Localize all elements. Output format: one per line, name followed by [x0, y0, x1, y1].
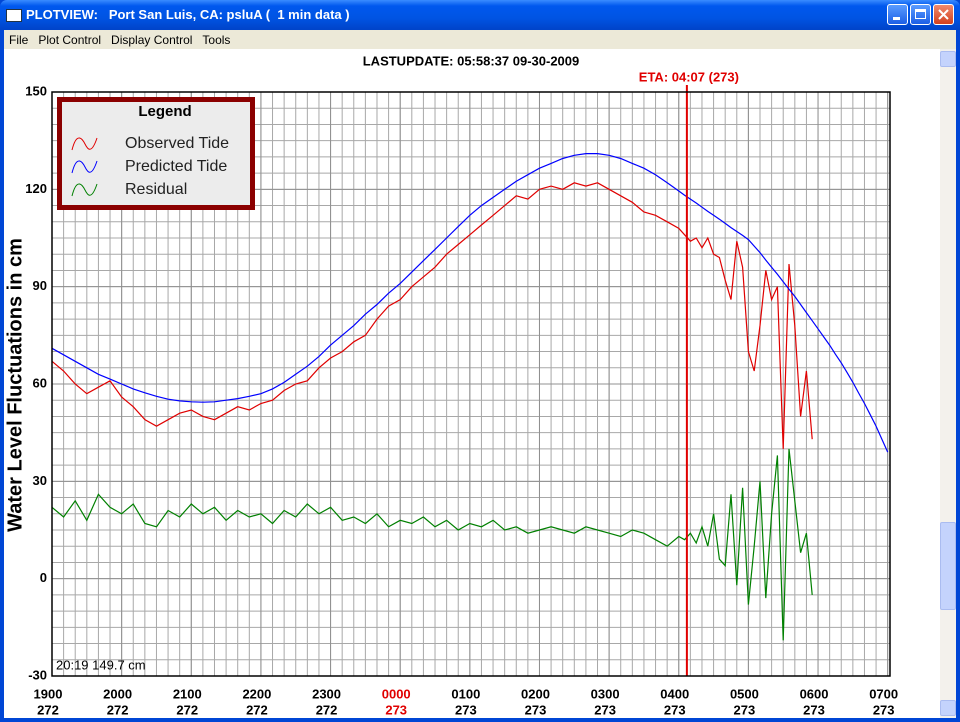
x-tick-day: 272 [176, 702, 198, 717]
maximize-button[interactable] [910, 4, 931, 25]
x-tick-label: 0600 [800, 686, 829, 701]
x-tick-day: 272 [316, 702, 338, 717]
close-button[interactable] [933, 4, 954, 25]
y-tick-label: 30 [33, 473, 47, 488]
close-glyph [938, 9, 949, 20]
scroll-thumb[interactable] [940, 522, 956, 610]
legend-swatch [71, 183, 98, 197]
legend-body [62, 102, 250, 205]
x-tick-day: 272 [246, 702, 268, 717]
legend-title: Legend [138, 103, 191, 120]
x-tick-day: 272 [37, 702, 59, 717]
y-tick-label: 150 [25, 83, 47, 98]
x-tick-label: 0400 [660, 686, 689, 701]
scroll-down[interactable] [940, 700, 956, 716]
x-tick-day: 273 [385, 702, 407, 717]
menu-item[interactable]: Tools [202, 32, 231, 47]
legend-label: Predicted Tide [125, 158, 227, 175]
y-tick-label: 0 [40, 570, 47, 585]
x-tick-day: 273 [803, 702, 825, 717]
x-tick-label: 2200 [242, 686, 271, 701]
series-line [51, 153, 889, 453]
x-tick-label: 2300 [312, 686, 341, 701]
legend: Legend Observed Tide Predicted Tide Residua… [57, 97, 255, 210]
x-tick-day: 272 [107, 702, 129, 717]
menu-bar: File Plot Control Display Control Tools [4, 30, 956, 49]
y-tick-label: 120 [25, 181, 47, 196]
minimize-button[interactable] [887, 4, 908, 25]
x-tick-label: 1900 [34, 686, 63, 701]
menu-item[interactable]: File [9, 32, 29, 47]
menu-item[interactable]: Plot Control [38, 32, 102, 47]
x-tick-day: 273 [873, 702, 895, 717]
legend-label: Residual [125, 181, 187, 198]
menu-item[interactable]: Display Control [111, 32, 193, 47]
legend-label: Observed Tide [125, 135, 229, 152]
plot-frame [51, 91, 891, 677]
eta-label: ETA: 04:07 (273) [639, 69, 739, 84]
x-tick-label: 2100 [173, 686, 202, 701]
x-tick-label: 0300 [591, 686, 620, 701]
legend-swatch [71, 160, 98, 174]
series-line [51, 182, 813, 449]
marks [51, 85, 889, 676]
y-tick-label: 90 [33, 278, 47, 293]
scroll-up[interactable] [940, 51, 956, 67]
series-line [51, 448, 813, 641]
chart-title: LASTUPDATE: 05:58:37 09-30-2009 [363, 53, 580, 68]
y-tick-label: -30 [28, 667, 47, 682]
cursor-readout: 20:19 149.7 cm [56, 657, 146, 672]
x-tick-label: 2000 [103, 686, 132, 701]
x-tick-label: 0700 [869, 686, 898, 701]
title-bar: PLOTVIEW: Port San Luis, CA: psluA ( 1 m… [0, 0, 960, 30]
legend-swatch [71, 137, 98, 151]
window-title: PLOTVIEW: Port San Luis, CA: psluA ( 1 m… [26, 7, 350, 22]
app-icon [6, 9, 22, 22]
x-tick-day: 273 [664, 702, 686, 717]
x-tick-day: 273 [455, 702, 477, 717]
x-tick-label: 0500 [730, 686, 759, 701]
x-tick-day: 273 [734, 702, 756, 717]
x-tick-day: 273 [594, 702, 616, 717]
chart: LASTUPDATE: 05:58:37 09-30-2009 Water Le… [4, 53, 898, 717]
x-tick-label: 0200 [521, 686, 550, 701]
x-tick-label: 0000 [382, 686, 411, 701]
scrollbar[interactable] [940, 49, 956, 718]
y-axis-label: Water Level Fluctuations in cm [4, 238, 26, 532]
grid [51, 91, 890, 677]
x-tick-label: 0100 [451, 686, 480, 701]
y-tick-label: 60 [33, 375, 47, 390]
x-tick-day: 273 [525, 702, 547, 717]
